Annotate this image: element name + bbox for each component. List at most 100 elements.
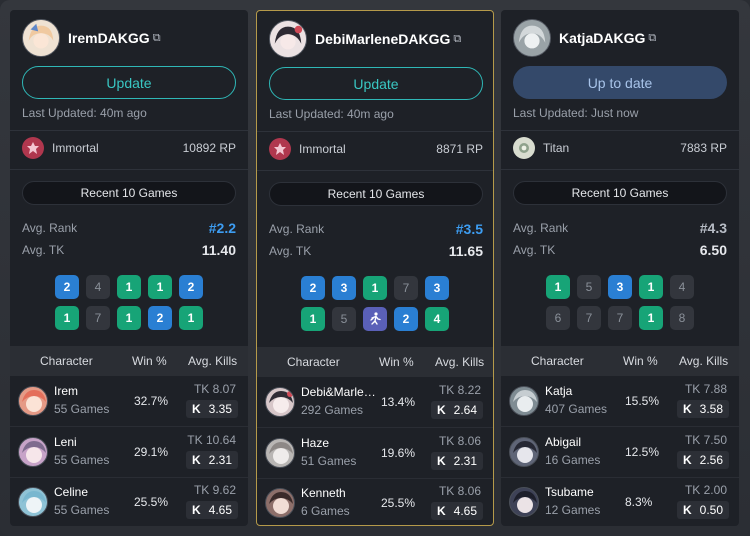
row-divider: [501, 426, 739, 427]
game-rank-badge[interactable]: 2: [301, 276, 325, 300]
game-rank-badge[interactable]: 7: [394, 276, 418, 300]
table-row[interactable]: Celine 55 Games 25.5% TK 9.62 K 4.65: [10, 477, 248, 526]
game-rank-badge[interactable]: 1: [546, 275, 570, 299]
character-table-header: Character Win % Avg. Kills: [501, 346, 739, 376]
column-character[interactable]: Character: [287, 355, 340, 369]
player-username[interactable]: KatjaDAKGG: [559, 30, 646, 46]
game-rank-badge[interactable]: 1: [639, 306, 663, 330]
game-rank-badge[interactable]: 3: [608, 275, 632, 299]
table-row[interactable]: Leni 55 Games 29.1% TK 10.64 K 2.31: [10, 427, 248, 477]
game-rank-badge[interactable]: 1: [301, 307, 325, 331]
divider: [257, 170, 493, 171]
tier-name: Immortal: [299, 142, 346, 156]
column-avg-kills[interactable]: Avg. Kills: [679, 354, 729, 368]
game-rank-badge[interactable]: 6: [546, 306, 570, 330]
table-row[interactable]: Katja 407 Games 15.5% TK 7.88 K 3.58: [501, 376, 739, 426]
update-button[interactable]: Update: [269, 67, 483, 100]
character-name: Tsubame: [545, 485, 594, 499]
character-avatar: [265, 438, 295, 468]
game-rank-badge[interactable]: 5: [332, 307, 356, 331]
character-name: Leni: [54, 435, 77, 449]
game-rank-badge[interactable]: 7: [577, 306, 601, 330]
game-rank-badge[interactable]: 7: [86, 306, 110, 330]
game-rank-badge[interactable]: 5: [577, 275, 601, 299]
tier-row: Immortal 10892 RP: [22, 136, 236, 160]
kills-label: K: [437, 403, 446, 417]
character-tk: TK 7.50: [684, 433, 727, 447]
external-link-icon[interactable]: ⧉: [453, 32, 462, 45]
game-rank-badge[interactable]: 1: [55, 306, 79, 330]
table-row[interactable]: Abigail 16 Games 12.5% TK 7.50 K 2.56: [501, 427, 739, 477]
character-tk: TK 8.22: [438, 383, 481, 397]
recent-games-label[interactable]: Recent 10 Games: [513, 181, 727, 205]
player-avatar[interactable]: [22, 19, 60, 57]
character-table-header: Character Win % Avg. Kills: [257, 347, 493, 377]
avg-tk-value: 11.40: [201, 242, 236, 258]
last-updated-text: Last Updated: 40m ago: [22, 106, 147, 120]
avg-tk-label: Avg. TK: [269, 244, 312, 258]
game-rank-badge[interactable]: 1: [117, 306, 141, 330]
recent-games-label[interactable]: Recent 10 Games: [269, 182, 483, 206]
table-row[interactable]: Tsubame 12 Games 8.3% TK 2.00 K 0.50: [501, 477, 739, 526]
game-rank-badge[interactable]: 3: [332, 276, 356, 300]
row-divider: [257, 427, 493, 428]
update-button[interactable]: Update: [22, 66, 236, 99]
game-rank-badge[interactable]: 1: [639, 275, 663, 299]
kills-label: K: [192, 453, 201, 467]
column-win-rate[interactable]: Win %: [132, 354, 167, 368]
game-rank-badge[interactable]: 2: [394, 307, 418, 331]
game-rank-badge[interactable]: 7: [608, 306, 632, 330]
character-avatar: [509, 437, 539, 467]
player-card-debimarlene: DebiMarleneDAKGG ⧉ Update Last Updated: …: [256, 10, 494, 526]
kills-badge: K 0.50: [677, 501, 729, 519]
game-rank-badge[interactable]: 4: [86, 275, 110, 299]
player-username[interactable]: DebiMarleneDAKGG: [315, 31, 451, 47]
game-rank-badge[interactable]: 4: [670, 275, 694, 299]
character-win-rate: 13.4%: [381, 395, 416, 409]
kills-label: K: [683, 503, 692, 517]
table-row[interactable]: Kenneth 6 Games 25.5% TK 8.06 K 4.65: [257, 478, 493, 525]
table-row[interactable]: Irem 55 Games 32.7% TK 8.07 K 3.35: [10, 376, 248, 426]
up-to-date-button[interactable]: Up to date: [513, 66, 727, 99]
external-link-icon[interactable]: ⧉: [152, 31, 161, 44]
avg-rank-value: #4.3: [699, 220, 727, 236]
avg-tk-value: 6.50: [699, 242, 727, 258]
game-rank-badge[interactable]: 3: [425, 276, 449, 300]
recent-games-label[interactable]: Recent 10 Games: [22, 181, 236, 205]
column-avg-kills[interactable]: Avg. Kills: [188, 354, 238, 368]
player-card-irem: IremDAKGG ⧉ Update Last Updated: 40m ago…: [10, 10, 248, 526]
character-games: 55 Games: [54, 503, 110, 517]
external-link-icon[interactable]: ⧉: [648, 31, 657, 44]
character-tk: TK 7.88: [684, 382, 727, 396]
avg-tk-row: Avg. TK 11.40: [22, 242, 236, 258]
player-username[interactable]: IremDAKGG: [68, 30, 150, 46]
character-games: 6 Games: [301, 504, 350, 518]
game-rank-badge[interactable]: 1: [363, 276, 387, 300]
escape-icon[interactable]: [363, 307, 387, 331]
column-win-rate[interactable]: Win %: [623, 354, 658, 368]
divider: [501, 130, 739, 131]
kills-badge: K 2.31: [431, 452, 483, 470]
column-character[interactable]: Character: [531, 354, 584, 368]
kills-badge: K 4.65: [186, 501, 238, 519]
character-games: 12 Games: [545, 503, 601, 517]
game-rank-badge[interactable]: 2: [148, 306, 172, 330]
character-tk: TK 9.62: [193, 483, 236, 497]
player-avatar[interactable]: [269, 20, 307, 58]
game-rank-badge[interactable]: 4: [425, 307, 449, 331]
game-rank-badge[interactable]: 1: [117, 275, 141, 299]
game-rank-badge[interactable]: 1: [148, 275, 172, 299]
column-character[interactable]: Character: [40, 354, 93, 368]
player-avatar[interactable]: [513, 19, 551, 57]
avg-rank-label: Avg. Rank: [269, 222, 325, 236]
table-row[interactable]: Debi&Marle… 292 Games 13.4% TK 8.22 K 2.6…: [257, 377, 493, 427]
column-win-rate[interactable]: Win %: [379, 355, 414, 369]
game-rank-badge[interactable]: 2: [179, 275, 203, 299]
game-rank-badge[interactable]: 1: [179, 306, 203, 330]
avg-tk-label: Avg. TK: [513, 243, 556, 257]
column-avg-kills[interactable]: Avg. Kills: [435, 355, 485, 369]
game-rank-badge[interactable]: 2: [55, 275, 79, 299]
game-rank-badge[interactable]: 8: [670, 306, 694, 330]
rank-points: 10892 RP: [182, 141, 236, 155]
table-row[interactable]: Haze 51 Games 19.6% TK 8.06 K 2.31: [257, 428, 493, 478]
